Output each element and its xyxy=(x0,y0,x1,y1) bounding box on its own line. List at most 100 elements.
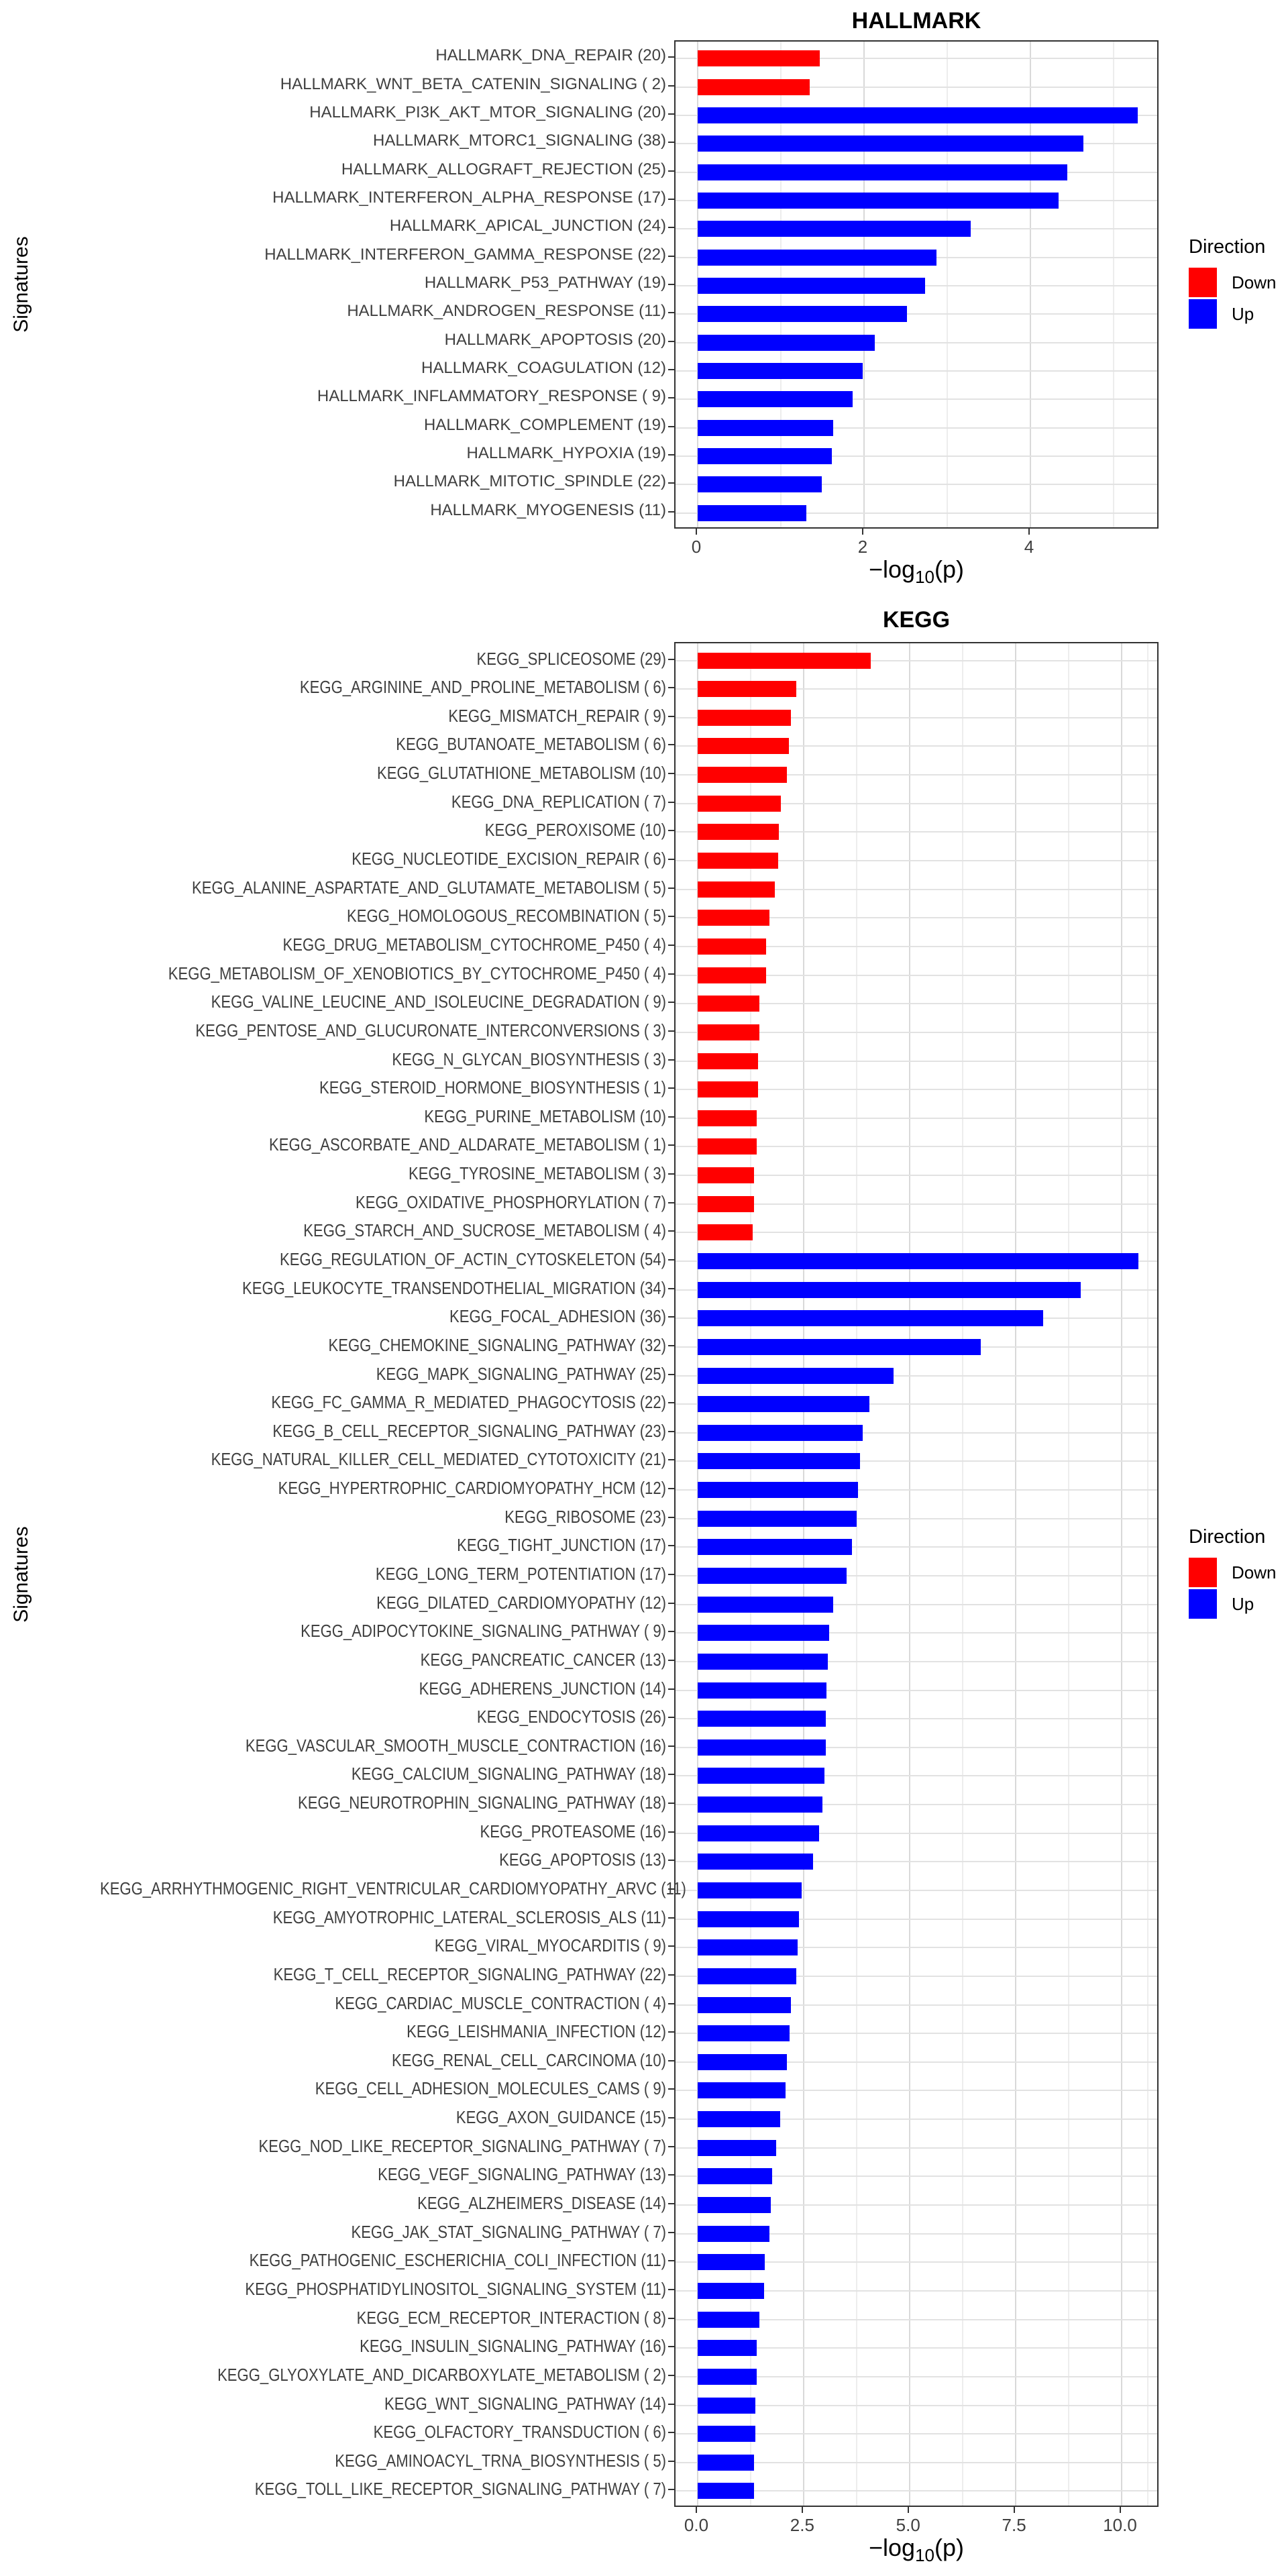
bar xyxy=(698,1338,981,1355)
bar xyxy=(698,164,1067,180)
bar xyxy=(698,419,834,436)
bar xyxy=(698,1195,754,1212)
gridline-row xyxy=(676,745,1157,747)
category-label: KEGG_NATURAL_KILLER_CELL_MEDIATED_CYTOTO… xyxy=(211,1449,666,1470)
gridline-row xyxy=(676,2233,1157,2235)
bar xyxy=(698,910,769,926)
bar xyxy=(698,2454,754,2471)
y-tick-mark xyxy=(668,482,674,484)
category-label: KEGG_MISMATCH_REPAIR ( 9) xyxy=(448,705,666,726)
x-tick-label: 0.0 xyxy=(684,2515,709,2535)
y-tick-mark xyxy=(668,1803,674,1805)
y-tick-mark xyxy=(668,368,674,370)
category-label: KEGG_GLYOXYLATE_AND_DICARBOXYLATE_METABO… xyxy=(217,2364,666,2385)
gridline-row xyxy=(676,2261,1157,2263)
x-tick-label: 10.0 xyxy=(1103,2515,1137,2535)
bar xyxy=(698,1024,759,1040)
bar xyxy=(698,1424,863,1441)
y-tick-mark xyxy=(668,1602,674,1604)
category-label: KEGG_AMYOTROPHIC_LATERAL_SCLEROSIS_ALS (… xyxy=(272,1907,666,1927)
bar xyxy=(698,1854,814,1870)
x-tick-mark xyxy=(696,529,697,535)
bar xyxy=(698,2053,787,2070)
category-label: KEGG_MAPK_SIGNALING_PATHWAY (25) xyxy=(376,1363,666,1384)
gridline-row xyxy=(676,427,1157,429)
gridline-row xyxy=(676,1060,1157,1062)
bar xyxy=(698,447,832,464)
y-tick-mark xyxy=(668,2489,674,2491)
y-tick-mark xyxy=(668,453,674,455)
category-label: KEGG_INSULIN_SIGNALING_PATHWAY (16) xyxy=(360,2336,666,2357)
category-label: KEGG_AXON_GUIDANCE (15) xyxy=(455,2107,666,2128)
x-axis-title-prefix: −log xyxy=(869,2534,916,2561)
y-tick-mark xyxy=(668,2002,674,2004)
y-tick-mark xyxy=(668,2460,674,2462)
bar xyxy=(698,504,807,521)
y-tick-mark xyxy=(668,2346,674,2348)
category-label: KEGG_REGULATION_OF_ACTIN_CYTOSKELETON (5… xyxy=(280,1248,667,1269)
legend-up-swatch xyxy=(1189,1589,1217,1619)
bar xyxy=(698,362,863,379)
y-tick-mark xyxy=(668,199,674,201)
gridline-row xyxy=(676,1117,1157,1119)
gridline-row xyxy=(676,2375,1157,2377)
bar xyxy=(698,1081,758,1098)
category-label: KEGG_PANCREATIC_CANCER (13) xyxy=(420,1649,666,1670)
category-label: HALLMARK_MITOTIC_SPINDLE (22) xyxy=(393,472,666,491)
bar xyxy=(698,1367,894,1384)
category-label: KEGG_VASCULAR_SMOOTH_MUSCLE_CONTRACTION … xyxy=(245,1735,667,1756)
category-label: KEGG_PHOSPHATIDYLINOSITOL_SIGNALING_SYST… xyxy=(245,2278,667,2299)
y-tick-mark xyxy=(668,1974,674,1976)
y-tick-mark xyxy=(668,425,674,427)
gridline-minor xyxy=(855,643,857,2506)
gridline-row xyxy=(676,1460,1157,1462)
bar xyxy=(698,2254,765,2271)
legend-down-label: Down xyxy=(1232,1562,1277,1582)
gridline-row xyxy=(676,2433,1157,2435)
category-label: KEGG_NEUROTROPHIN_SIGNALING_PATHWAY (18) xyxy=(298,1792,666,1813)
category-label: KEGG_ALZHEIMERS_DISEASE (14) xyxy=(417,2193,666,2214)
x-tick-label: 5.0 xyxy=(896,2515,920,2535)
category-label: KEGG_T_CELL_RECEPTOR_SIGNALING_PATHWAY (… xyxy=(273,1964,666,1984)
gridline-row xyxy=(676,1861,1157,1863)
gridline-row xyxy=(676,512,1157,514)
category-label: KEGG_DRUG_METABOLISM_CYTOCHROME_P450 ( 4… xyxy=(282,934,666,955)
gridline-row xyxy=(676,313,1157,315)
gridline-row xyxy=(676,917,1157,919)
category-label: KEGG_AMINOACYL_TRNA_BIOSYNTHESIS ( 5) xyxy=(335,2450,666,2471)
bar xyxy=(698,1939,798,1956)
category-label: KEGG_STEROID_HORMONE_BIOSYNTHESIS ( 1) xyxy=(319,1077,666,1098)
category-label: KEGG_HOMOLOGOUS_RECOMBINATION ( 5) xyxy=(346,906,666,926)
legend-up-label: Up xyxy=(1232,1593,1254,1614)
category-label: KEGG_N_GLYCAN_BIOSYNTHESIS ( 3) xyxy=(392,1049,666,1069)
kegg-legend: Direction Down Up xyxy=(1189,1526,1288,1621)
bar xyxy=(698,50,820,67)
y-tick-mark xyxy=(668,2403,674,2405)
gridline-row xyxy=(676,2461,1157,2463)
category-label: KEGG_TOLL_LIKE_RECEPTOR_SIGNALING_PATHWA… xyxy=(254,2479,666,2500)
category-label: KEGG_LEISHMANIA_INFECTION (12) xyxy=(407,2021,666,2042)
bar xyxy=(698,306,908,323)
category-label: KEGG_ARRHYTHMOGENIC_RIGHT_VENTRICULAR_CA… xyxy=(99,1878,686,1899)
bar xyxy=(698,709,791,726)
y-tick-mark xyxy=(668,887,674,889)
category-label: HALLMARK_HYPOXIA (19) xyxy=(466,443,666,462)
y-tick-mark xyxy=(668,56,674,58)
bar xyxy=(698,967,766,983)
bar xyxy=(698,738,789,755)
y-tick-mark xyxy=(668,1631,674,1633)
y-tick-mark xyxy=(668,1144,674,1146)
bar xyxy=(698,1396,870,1413)
category-label: HALLMARK_PI3K_AKT_MTOR_SIGNALING (20) xyxy=(309,103,666,122)
category-label: KEGG_RENAL_CELL_CARCINOMA (10) xyxy=(392,2049,666,2070)
y-tick-mark xyxy=(668,1459,674,1461)
gridline-row xyxy=(676,2318,1157,2320)
gridline-row xyxy=(676,2347,1157,2349)
category-label: KEGG_DILATED_CARDIOMYOPATHY (12) xyxy=(376,1592,666,1613)
category-label: KEGG_CHEMOKINE_SIGNALING_PATHWAY (32) xyxy=(328,1334,666,1355)
x-tick-mark xyxy=(1119,2507,1121,2513)
legend-down-swatch xyxy=(1189,1558,1217,1587)
category-label: HALLMARK_MYOGENESIS (11) xyxy=(430,500,666,519)
category-label: KEGG_VALINE_LEUCINE_AND_ISOLEUCINE_DEGRA… xyxy=(211,991,666,1012)
y-tick-mark xyxy=(668,1373,674,1375)
